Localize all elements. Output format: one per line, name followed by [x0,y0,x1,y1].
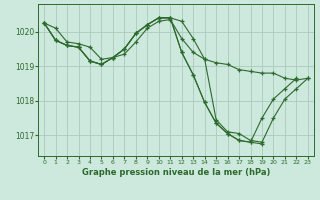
X-axis label: Graphe pression niveau de la mer (hPa): Graphe pression niveau de la mer (hPa) [82,168,270,177]
